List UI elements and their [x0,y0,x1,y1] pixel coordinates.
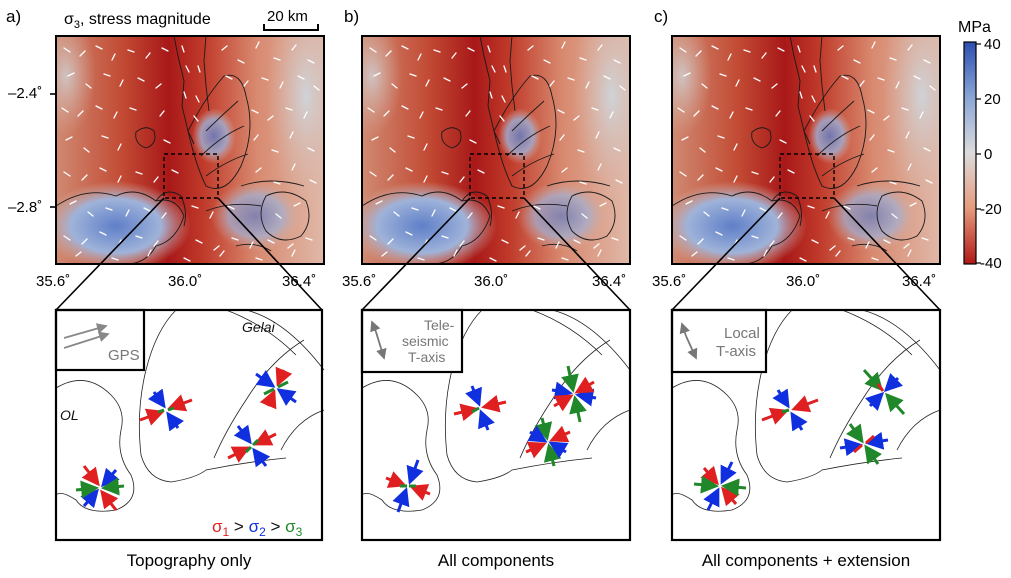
stress-glyph-c1 [761,388,819,432]
local-axis-icon [679,322,698,360]
ol-label: OL [60,407,79,423]
gelai-label: Gelai [242,319,276,335]
inset-b-line2: seismic [402,333,449,349]
colorbar: MPa 40 20 0 -20 -40 [958,19,1002,272]
stress-glyph-a1 [139,388,193,432]
stress-glyph-c4 [693,461,747,511]
lon-ticks-b: 35.6˚ 36.0˚ 36.4˚ [342,273,626,290]
teleseismic-axis-icon [370,320,387,360]
stress-glyph-a2 [255,366,297,410]
lon-tick-c3: 36.4˚ [902,273,936,290]
lon-tick-c2: 36.0˚ [786,273,820,290]
panel-c-map [671,35,941,265]
stress-glyph-a3 [227,424,277,468]
inset-c-line2: Local [724,325,760,342]
lon-tick-b2: 36.0˚ [474,273,508,290]
lon-tick-b3: 36.4˚ [592,273,626,290]
lon-tick-a3: 36.4˚ [282,273,316,290]
scale-bar: 20 km [263,8,319,31]
lat-tick-2: –2.8˚ [8,199,42,216]
colorbar-tick-40: 40 [984,36,1001,53]
zoom-connectors [55,197,941,311]
inset-b-line3: T-axis [408,349,445,365]
panel-b-map [361,35,631,265]
colorbar-tick-neg20: -20 [980,201,1002,218]
lon-ticks-c: 35.6˚ 36.0˚ 36.4˚ [652,273,936,290]
scale-bar-label: 20 km [267,8,308,25]
panel-a-zoom: GPS Gelai OL [54,308,325,542]
gps-arrows-icon [63,323,110,349]
stress-glyph-b1 [453,385,507,431]
stress-glyph-b4 [385,459,431,513]
inset-c-line3: T-axis [716,343,756,360]
panel-a-title: σ3, stress magnitude [64,11,211,31]
lon-ticks-a: 35.6˚ 36.0˚ 36.4˚ [36,273,316,290]
stress-glyph-b3 [525,417,571,467]
colorbar-tick-20: 20 [984,91,1001,108]
colorbar-tick-0: 0 [984,146,992,163]
panel-c-caption: All components + extension [702,551,910,570]
panel-a-map [55,35,325,265]
inset-b-line1: Tele- [424,317,455,333]
lon-tick-c1: 35.6˚ [652,273,686,290]
panel-b-caption: All components [438,551,554,570]
lon-tick-a1: 35.6˚ [36,273,70,290]
lon-tick-a2: 36.0˚ [168,273,202,290]
stress-glyph-c2 [862,368,906,416]
panel-b-letter: b) [344,7,359,26]
stress-legend: σ1 > σ2 > σ3 [212,517,303,539]
lat-tick-1: –2.4˚ [8,85,42,102]
stress-glyph-b2 [551,365,597,423]
colorbar-unit: MPa [958,19,991,36]
panel-a-letter: a) [6,7,21,26]
stress-glyph-c3 [839,423,889,465]
lon-tick-b1: 35.6˚ [342,273,376,290]
panel-b-zoom: Tele- seismic T-axis [360,308,632,542]
inset-a-label: GPS [108,347,140,364]
colorbar-tick-neg40: -40 [980,255,1002,272]
panel-c-letter: c) [654,7,668,26]
panel-c-zoom: Local T-axis [670,308,942,542]
stress-glyph-a4 [75,465,125,511]
panel-a-caption: Topography only [127,551,252,570]
